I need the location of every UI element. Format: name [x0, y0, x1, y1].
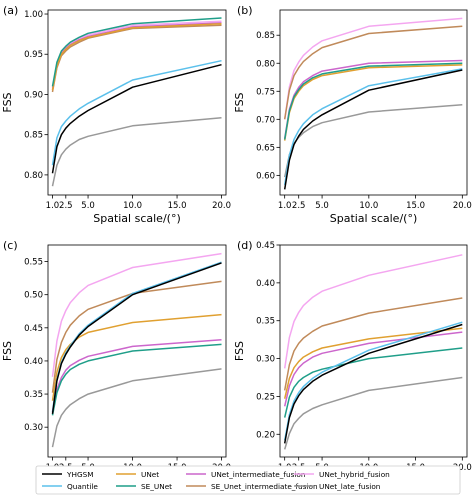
panel-label: (d) — [237, 239, 253, 252]
panel-label: (c) — [3, 239, 18, 252]
x-tick-label: 20.0 — [212, 201, 231, 211]
y-axis-label: FSS — [1, 92, 14, 112]
y-axis-label: FSS — [233, 92, 246, 112]
panel-b: (b) 0.60 0.65 0.70 0.75 0.80 0.85 1.0 2.5 5.0 10.0… — [233, 4, 472, 225]
series-line-quantile — [283, 68, 463, 186]
y-tick-label: 0.35 — [24, 390, 43, 400]
series-line-unet-hybrid-fusion — [283, 254, 463, 369]
y-tick-label: 0.60 — [256, 171, 275, 181]
legend-entry: UNet_intermediate_fusion — [211, 470, 306, 479]
y-tick-label: 0.75 — [256, 87, 275, 97]
x-tick-label: 1.0 — [46, 201, 60, 211]
y-axis-label: FSS — [1, 341, 14, 361]
y-tick-label: 0.30 — [256, 355, 275, 365]
y-tick-label: 0.70 — [256, 115, 275, 125]
series-line-unet — [51, 313, 222, 401]
plot-frame — [47, 9, 227, 196]
series-line-se-unet-intermediate-fusion — [283, 25, 463, 120]
series-line-unet-hybrid-fusion — [283, 17, 463, 120]
y-tick-label: 0.85 — [24, 131, 43, 141]
y-tick-label: 0.85 — [256, 31, 275, 41]
series-line-se-unet-intermediate-fusion — [283, 297, 463, 391]
x-tick-label: 5.0 — [315, 201, 329, 211]
series-line-se-unet — [51, 343, 222, 416]
legend-entry: UNet_hybrid_fusion — [319, 470, 390, 479]
y-tick-label: 0.45 — [24, 324, 43, 334]
y-tick-label: 1.00 — [24, 10, 43, 20]
x-tick-label: 10.0 — [359, 201, 378, 211]
series-line-quantile — [283, 321, 463, 441]
series-line-unet — [283, 327, 463, 399]
series-line-yhgsm — [51, 262, 222, 414]
y-tick-label: 0.45 — [256, 241, 275, 251]
series-line-se-unet-intermediate-fusion — [51, 280, 222, 393]
legend: YHGSM Quantile UNet SE_UNet UNet_intermediat… — [35, 465, 461, 495]
series-line-yhgsm — [283, 69, 463, 190]
plot-frame — [279, 244, 468, 458]
series-line-unet — [51, 22, 222, 91]
y-tick-label: 0.20 — [256, 430, 275, 440]
y-tick-label: 0.40 — [24, 357, 43, 367]
plot-frame — [279, 9, 468, 196]
panel-c: (c)0.300.350.400.450.500.551.02.55.010.0… — [1, 239, 231, 487]
y-tick-label: 0.35 — [256, 317, 275, 327]
y-tick-label: 0.55 — [24, 258, 43, 268]
series-line-se-unet — [283, 62, 463, 140]
legend-entry: UNet — [141, 470, 159, 479]
panel-label: (b) — [237, 4, 253, 17]
x-axis-label: Spatial scale/(°) — [93, 212, 181, 225]
x-tick-label: 10.0 — [123, 201, 142, 211]
plot-frame — [47, 244, 227, 458]
legend-entry: YHGSM — [66, 470, 94, 479]
series-line-unet-late-fusion — [51, 368, 222, 448]
panel-label: (a) — [3, 4, 18, 17]
series-line-yhgsm — [51, 63, 222, 174]
series-line-yhgsm — [283, 323, 463, 444]
legend-entry: UNet_late_fusion — [319, 482, 380, 491]
y-tick-label: 0.65 — [256, 143, 275, 153]
series-line-quantile — [51, 59, 222, 166]
x-tick-label: 2.5 — [292, 201, 306, 211]
x-tick-label: 20.0 — [453, 463, 472, 473]
series-line-unet-late-fusion — [283, 376, 463, 450]
series-line-se-unet — [283, 347, 463, 418]
y-tick-label: 0.25 — [256, 392, 275, 402]
y-axis-label: FSS — [233, 341, 246, 361]
series-line-unet-hybrid-fusion — [51, 252, 222, 377]
x-axis-label: Spatial scale/(°) — [330, 212, 418, 225]
x-tick-label: 2.5 — [59, 201, 73, 211]
x-tick-label: 5.0 — [81, 201, 95, 211]
y-tick-label: 0.95 — [24, 50, 43, 60]
x-tick-label: 1.0 — [278, 201, 292, 211]
panel-a: (a) 0.80 0.85 0.90 0.95 1.00 1.0 2.5 5.0 10.0 15.0… — [1, 4, 231, 225]
y-tick-label: 0.30 — [24, 423, 43, 433]
series-line-unet-intermediate-fusion — [283, 331, 463, 407]
x-tick-label: 15.0 — [168, 201, 187, 211]
y-tick-label: 0.80 — [256, 59, 275, 69]
series-line-se-unet-intermediate-fusion — [51, 24, 222, 93]
series-line-unet-intermediate-fusion — [51, 338, 222, 413]
series-line-se-unet — [51, 17, 222, 87]
y-tick-label: 0.40 — [256, 279, 275, 289]
y-tick-label: 0.90 — [24, 90, 43, 100]
series-line-unet-late-fusion — [51, 117, 222, 187]
legend-entry: SE_Unet_intermediate_fusion — [211, 482, 318, 491]
panel-d: (d)0.200.250.300.350.400.451.02.55.010.0… — [233, 239, 472, 487]
x-tick-label: 20.0 — [453, 201, 472, 211]
legend-entry: Quantile — [67, 482, 98, 491]
y-tick-label: 0.80 — [24, 171, 43, 181]
series-line-unet-hybrid-fusion — [51, 20, 222, 89]
x-tick-label: 15.0 — [406, 201, 425, 211]
y-tick-label: 0.50 — [24, 291, 43, 301]
legend-entry: SE_UNet — [141, 482, 172, 491]
legend-frame — [35, 465, 461, 495]
